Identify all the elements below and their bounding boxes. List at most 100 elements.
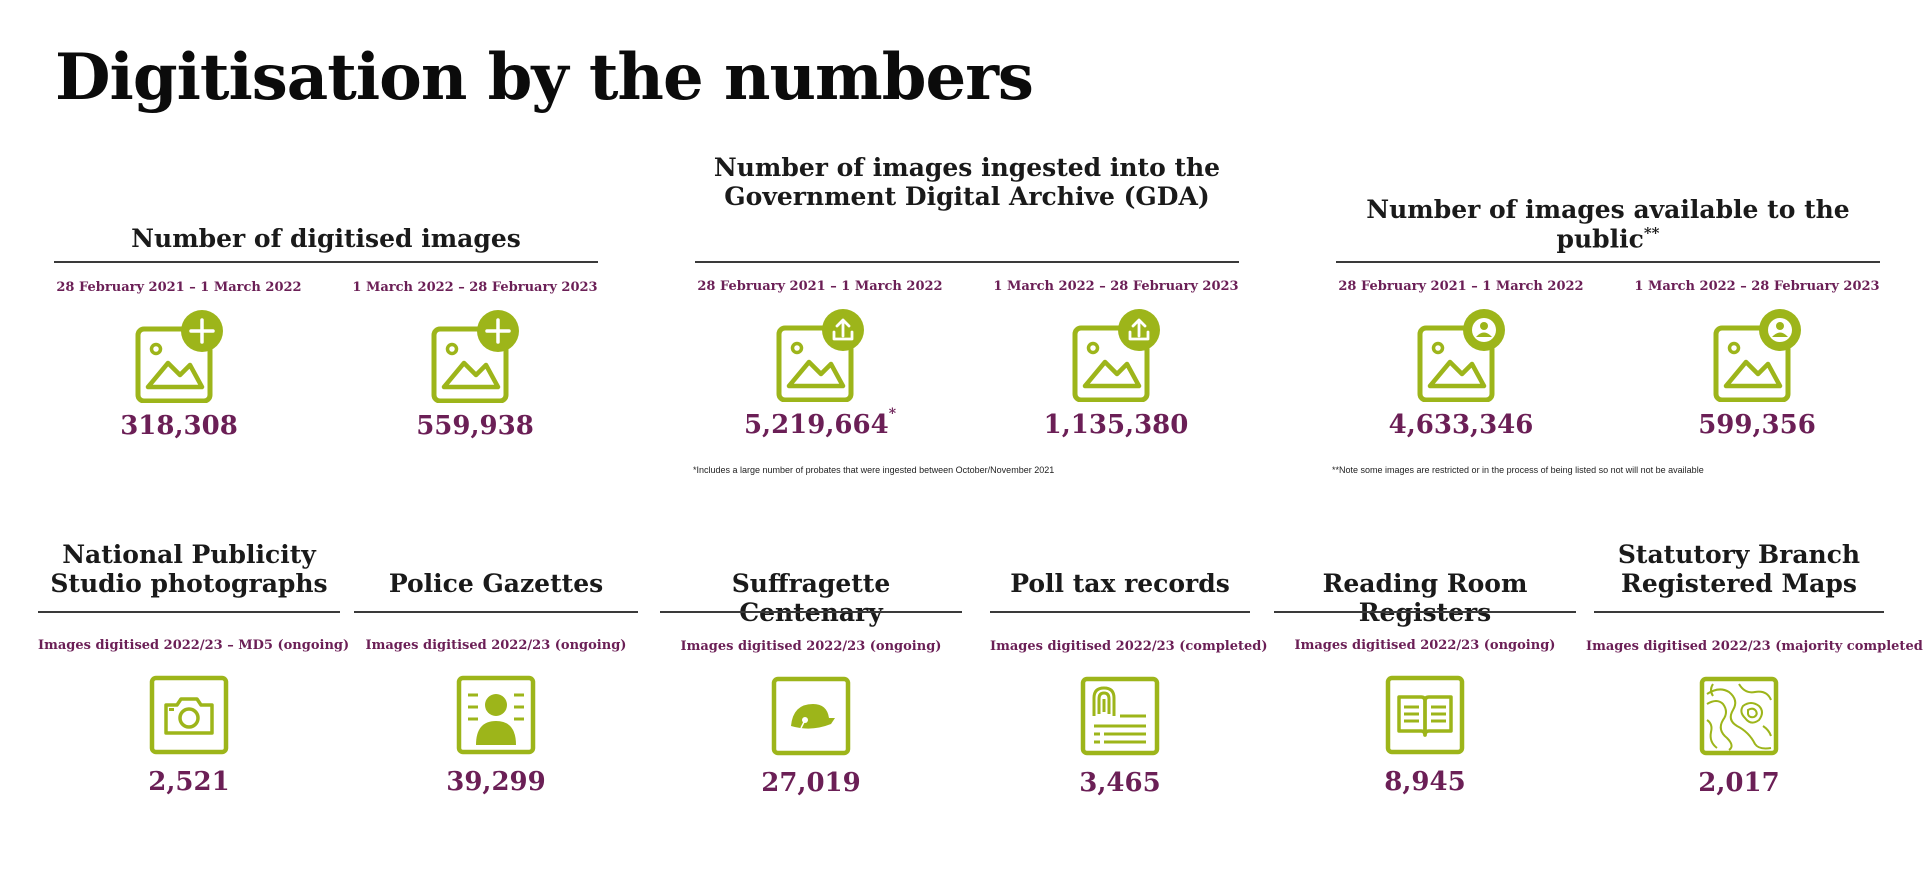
period-label: 28 February 2021 – 1 March 2022 [697, 279, 943, 294]
mugshot-icon [456, 675, 536, 755]
stat-value: 559,938 [416, 411, 534, 441]
stat-column: 28 February 2021 – 1 March 2022 5,219,66… [695, 279, 945, 440]
image-icon [420, 307, 530, 404]
section-title-line-2: Government Digital Archive (GDA) [724, 182, 1210, 211]
section-divider [1336, 261, 1880, 263]
stat-value: 8,945 [1384, 767, 1466, 797]
section-divider [54, 261, 598, 263]
project-stat: Images digitised 2022/23 (majority compl… [1586, 639, 1923, 798]
stat-column: 1 March 2022 – 28 February 2023 559,938 [350, 280, 600, 441]
project-card: Police Gazettes Images digitised 2022/23… [354, 530, 638, 820]
stat-value: 39,299 [446, 767, 546, 797]
section-divider [660, 611, 962, 613]
stat-value: 2,017 [1698, 768, 1780, 798]
project-title: Suffragette Centenary [660, 530, 962, 626]
stat-value: 3,465 [1079, 768, 1161, 798]
section-title-line-1: Number of images ingested into the [713, 153, 1221, 182]
period-label: 28 February 2021 – 1 March 2022 [56, 280, 302, 295]
footnote: **Note some images are restricted or in … [1332, 465, 1704, 475]
project-title: Reading Room Registers [1274, 530, 1576, 626]
section-divider [695, 261, 1239, 263]
open-book-icon [1385, 675, 1465, 755]
project-title: Police Gazettes [354, 530, 638, 600]
project-card: Poll tax records Images digitised 2022/2… [990, 530, 1268, 820]
project-card: National Publicity Studio photographs Im… [38, 530, 350, 820]
hat-icon [771, 676, 851, 756]
footnote-mark: ** [1643, 223, 1660, 242]
stat-value: 2,521 [148, 767, 230, 797]
fingerprint-document-icon [1080, 676, 1160, 756]
section-divider [990, 611, 1250, 613]
period-label: 1 March 2022 – 28 February 2023 [352, 280, 598, 295]
stat-value: 1,135,380 [1043, 410, 1189, 440]
period-label: Images digitised 2022/23 – MD5 (ongoing) [38, 638, 350, 653]
footnote: *Includes a large number of probates tha… [693, 465, 1055, 475]
section-heading: Number of digitised images [54, 150, 598, 254]
period-label: 1 March 2022 – 28 February 2023 [993, 279, 1239, 294]
digitised-images-section: Number of digitised images 28 February 2… [54, 150, 598, 480]
section-divider [1594, 611, 1884, 613]
period-label: Images digitised 2022/23 (ongoing) [680, 639, 942, 654]
period-label: Images digitised 2022/23 (majority compl… [1586, 639, 1923, 654]
gda-ingest-section: Number of images ingested into the Gover… [693, 150, 1241, 490]
project-card: Suffragette Centenary Images digitised 2… [660, 530, 962, 820]
project-stat: Images digitised 2022/23 (ongoing) 39,29… [354, 638, 638, 797]
upload-icon [1128, 318, 1150, 341]
section-divider [354, 611, 638, 613]
stat-value: 318,308 [120, 411, 238, 441]
section-title-text: Number of images available to the public [1366, 195, 1850, 254]
project-title-line-1: Statutory Branch [1617, 540, 1861, 569]
image-icon [124, 307, 234, 404]
camera-icon [149, 675, 229, 755]
public-images-section: Number of images available to the public… [1332, 150, 1882, 490]
stat-number: 5,219,664 [743, 410, 889, 440]
project-title: Statutory Branch Registered Maps [1594, 530, 1884, 600]
image-icon [1406, 306, 1516, 403]
plus-icon [189, 318, 215, 344]
project-title-line-1: Suffragette Centenary [731, 569, 891, 627]
stat-column: 28 February 2021 – 1 March 2022 4,633,34… [1336, 279, 1586, 440]
period-label: Images digitised 2022/23 (completed) [990, 639, 1268, 654]
project-card: Reading Room Registers Images digitised … [1274, 530, 1576, 820]
project-stat: Images digitised 2022/23 (completed) 3,4… [990, 639, 1268, 798]
stat-column: 1 March 2022 – 28 February 2023 1,135,38… [991, 279, 1241, 440]
user-icon [1768, 318, 1792, 342]
section-title: Number of digitised images [131, 224, 521, 254]
section-heading: Number of images ingested into the Gover… [695, 153, 1239, 290]
project-title-line-2: Registered Maps [1621, 569, 1857, 598]
image-icon [1702, 306, 1812, 403]
project-title: Poll tax records [990, 530, 1250, 600]
plus-icon [485, 318, 511, 344]
project-title-line-1: Police Gazettes [388, 569, 604, 598]
project-card: Statutory Branch Registered Maps Images … [1586, 530, 1923, 820]
period-label: Images digitised 2022/23 (ongoing) [1294, 638, 1556, 653]
stat-value: 5,219,664* [695, 406, 945, 440]
section-heading: Number of images available to the public… [1336, 150, 1880, 254]
footnote-mark: * [888, 406, 897, 422]
project-title-line-2: Studio photographs [50, 569, 328, 598]
project-stat: Images digitised 2022/23 – MD5 (ongoing)… [38, 638, 350, 797]
image-icon [765, 306, 875, 403]
section-title: Number of images available to the public… [1336, 195, 1880, 254]
stat-column: 28 February 2021 – 1 March 2022 318,308 [54, 280, 304, 441]
user-icon [1472, 318, 1496, 342]
project-title-line-1: Poll tax records [1010, 569, 1230, 598]
image-icon [1061, 306, 1171, 403]
project-stat: Images digitised 2022/23 (ongoing) 8,945 [1274, 638, 1576, 797]
project-title-line-1: National Publicity [62, 540, 316, 569]
section-divider [38, 611, 340, 613]
stat-value: 27,019 [761, 768, 861, 798]
project-title-line-1: Reading Room Registers [1322, 569, 1528, 627]
topographic-map-icon [1699, 676, 1779, 756]
period-label: 28 February 2021 – 1 March 2022 [1338, 279, 1584, 294]
stat-column: 1 March 2022 – 28 February 2023 599,356 [1632, 279, 1882, 440]
page-title: Digitisation by the numbers [55, 40, 1034, 115]
stat-value: 599,356 [1698, 410, 1816, 440]
period-label: 1 March 2022 – 28 February 2023 [1634, 279, 1880, 294]
section-divider [1274, 611, 1576, 613]
stat-value: 4,633,346 [1388, 410, 1534, 440]
project-stat: Images digitised 2022/23 (ongoing) 27,01… [660, 639, 962, 798]
upload-icon [832, 318, 854, 341]
project-title: National Publicity Studio photographs [38, 530, 340, 600]
period-label: Images digitised 2022/23 (ongoing) [365, 638, 627, 653]
